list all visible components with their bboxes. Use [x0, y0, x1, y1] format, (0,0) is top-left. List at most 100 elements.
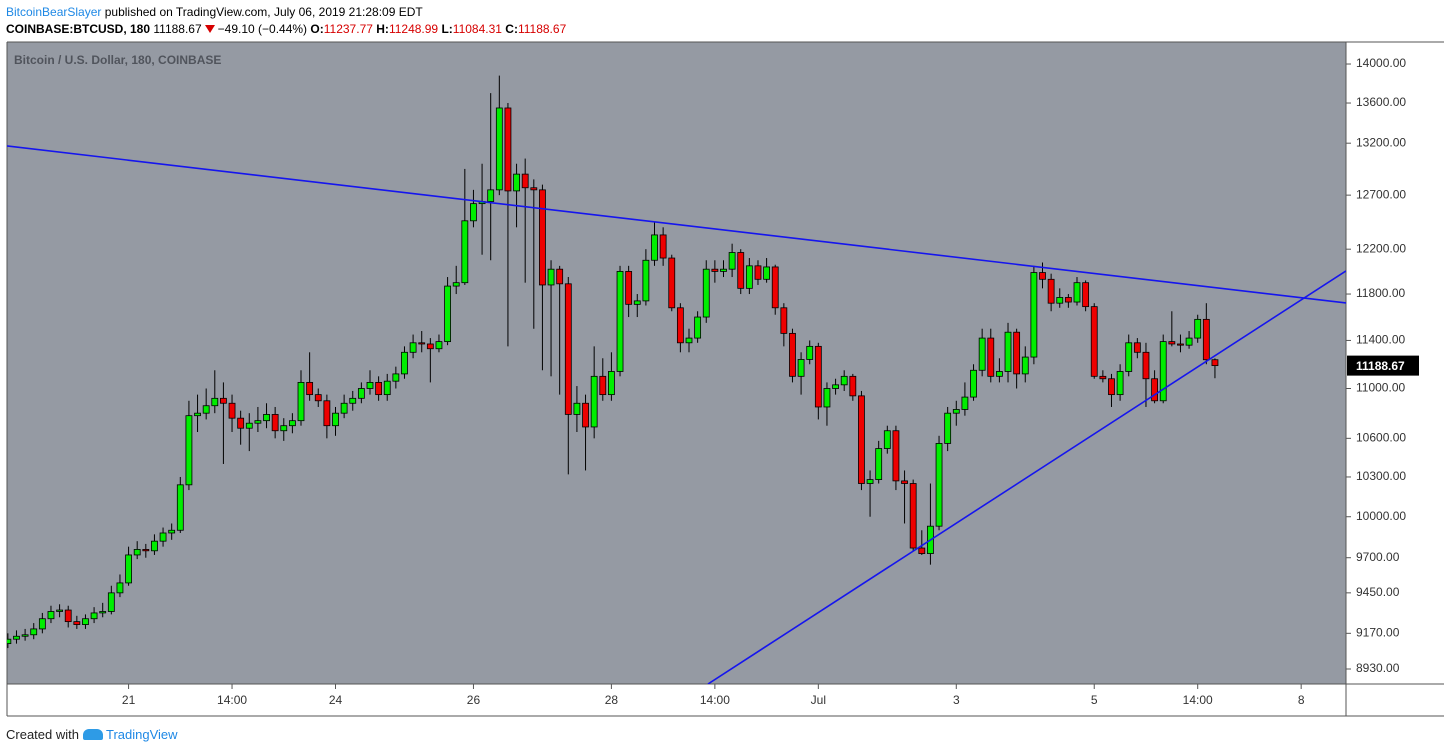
- footer-text: Created with: [6, 727, 79, 742]
- l-value: 11084.31: [452, 22, 502, 36]
- last-price-box: [1347, 355, 1419, 376]
- published: published on TradingView.com, July 06, 2…: [104, 5, 423, 19]
- candle-body: [125, 554, 132, 584]
- candle-body: [194, 412, 201, 417]
- candle-body: [840, 375, 848, 386]
- candle-body: [1047, 278, 1055, 304]
- x-tick-label: 3: [953, 693, 960, 707]
- candle-body: [495, 107, 503, 191]
- y-tick-label: 13600.00: [1356, 95, 1406, 109]
- candle-body: [245, 422, 253, 429]
- candle-body: [99, 611, 107, 614]
- candle-body: [357, 388, 365, 399]
- candle-body: [73, 621, 81, 625]
- candle-body: [444, 285, 451, 343]
- c-value: 11188.67: [517, 22, 567, 36]
- plot-background: [7, 42, 1346, 684]
- candle-body: [38, 618, 46, 630]
- candle-body: [107, 592, 115, 612]
- candle-body: [918, 547, 926, 554]
- candle-body: [133, 549, 141, 556]
- candle-body: [332, 412, 339, 427]
- header-line-1: BitcoinBearSlayer published on TradingVi…: [6, 4, 566, 21]
- candle-body: [547, 268, 555, 286]
- candle-body: [461, 220, 469, 284]
- candle-body: [806, 345, 814, 360]
- candle-body: [470, 203, 477, 222]
- candle-body: [1202, 318, 1210, 361]
- candle-body: [633, 300, 641, 305]
- candle-body: [582, 402, 589, 428]
- candle-body: [668, 257, 676, 309]
- candle-body: [858, 395, 865, 484]
- candle-body: [995, 371, 1003, 377]
- y-tick-label: 11400.00: [1356, 333, 1405, 347]
- candle-body: [185, 415, 193, 486]
- x-tick-label: 14:00: [1183, 693, 1213, 707]
- candle-body: [13, 635, 20, 640]
- candle-body: [909, 483, 917, 549]
- candle-body: [513, 173, 520, 192]
- symbol: COINBASE:BTCUSD, 180: [6, 22, 151, 36]
- candle-body: [1194, 318, 1202, 339]
- brand[interactable]: TradingView: [105, 727, 178, 742]
- candle-body: [21, 634, 29, 637]
- candle-body: [539, 189, 546, 286]
- candle-body: [573, 402, 581, 415]
- candle-body: [771, 266, 779, 309]
- candle-body: [659, 234, 667, 259]
- change: −49.10 (−0.44%): [217, 22, 308, 36]
- y-tick-label: 9170.00: [1356, 625, 1400, 639]
- candle-body: [720, 268, 727, 272]
- candle-body: [1151, 378, 1158, 402]
- candle-body: [220, 397, 227, 404]
- candle-body: [271, 414, 279, 432]
- candle-body: [435, 341, 443, 350]
- candle-body: [1211, 359, 1219, 367]
- x-tick-label: 14:00: [217, 693, 247, 707]
- candle-body: [1177, 343, 1184, 346]
- author[interactable]: BitcoinBearSlayer: [6, 5, 102, 19]
- candle-body: [1021, 356, 1029, 375]
- candle-body: [1116, 371, 1124, 396]
- candle-body: [1159, 341, 1167, 402]
- candle-body: [987, 337, 995, 377]
- y-tick-label: 10600.00: [1356, 431, 1406, 445]
- c-label: C:: [505, 22, 518, 36]
- candle-body: [340, 402, 348, 414]
- y-tick-label: 11800.00: [1356, 286, 1405, 300]
- candle-body: [228, 402, 236, 419]
- candle-body: [504, 107, 512, 192]
- candle-body: [590, 375, 598, 428]
- candle-body: [556, 268, 564, 285]
- footer: Created with TradingView: [6, 727, 178, 742]
- candle-body: [487, 189, 495, 202]
- y-tick-label: 12700.00: [1356, 187, 1406, 201]
- candle-body: [694, 316, 702, 339]
- candle-body: [297, 381, 305, 422]
- h-value: 11248.99: [388, 22, 439, 36]
- candle-body: [401, 351, 408, 375]
- x-tick-label: 26: [467, 693, 481, 707]
- candle-body: [426, 343, 434, 350]
- y-tick-label: 9450.00: [1356, 585, 1400, 599]
- x-tick-label: 5: [1091, 693, 1098, 707]
- candle-body: [30, 628, 38, 636]
- o-label: O:: [310, 22, 324, 36]
- candle-body: [866, 479, 874, 484]
- candle-body: [64, 609, 72, 623]
- candle-body: [901, 480, 908, 484]
- candle-body: [1082, 282, 1090, 308]
- candle-body: [608, 371, 615, 396]
- candle-body: [530, 187, 538, 191]
- candle-body: [280, 425, 288, 432]
- y-tick-label: 8930.00: [1356, 661, 1400, 675]
- l-label: L:: [441, 22, 453, 36]
- candle-body: [1013, 331, 1021, 375]
- candle-body: [763, 266, 771, 280]
- candle-body: [90, 612, 98, 620]
- x-tick-label: 14:00: [700, 693, 730, 707]
- candle-body: [685, 337, 693, 344]
- y-tick-label: 9700.00: [1356, 550, 1400, 564]
